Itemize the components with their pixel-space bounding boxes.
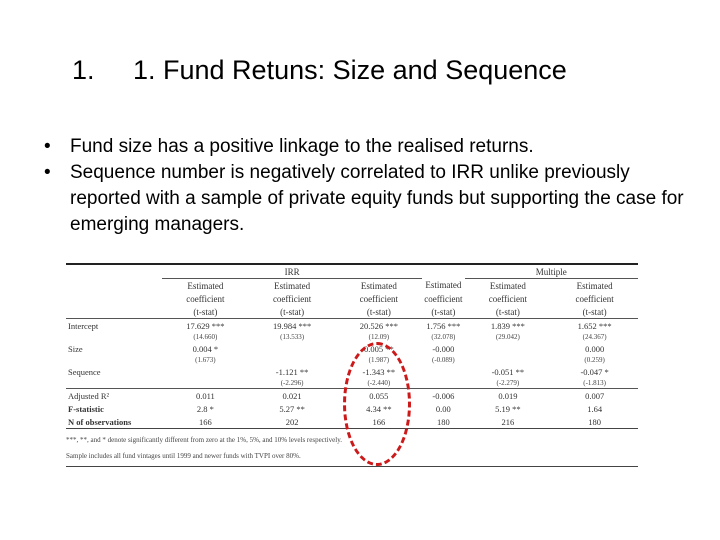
stat-cell: 0.019 (464, 388, 552, 402)
stat-cell: 0.021 (248, 388, 336, 402)
title-number: 1. (72, 55, 95, 85)
stat-cell: 180 (551, 415, 638, 429)
coef-cell: 20.526 *** (335, 318, 423, 332)
tstat-cell (465, 355, 552, 365)
row-label: F-statistic (68, 403, 104, 414)
empty-header-cell (66, 279, 162, 293)
stat-cell: 5.19 ** (495, 403, 521, 414)
empty-header-cell (66, 264, 162, 279)
column-header: Estimated (425, 280, 462, 291)
coef-cell (162, 365, 249, 378)
coef-cell (422, 365, 464, 378)
table-notes: ***, **, and * denote significantly diff… (66, 432, 638, 464)
column-header: coefficient (186, 293, 225, 304)
column-header: coefficient (424, 293, 463, 304)
highlight-circle (343, 342, 411, 466)
bullet-dot: • (44, 162, 51, 183)
tstat-cell: (13.533) (280, 333, 305, 341)
regression-table: IRR Multiple Estimated Estimated Estimat… (66, 263, 638, 498)
stat-cell: 5.27 ** (279, 403, 305, 414)
column-header: (t-stat) (431, 306, 456, 317)
column-header: (t-stat) (495, 306, 520, 317)
coef-cell: 1.839 *** (464, 318, 552, 332)
column-header: coefficient (575, 293, 614, 304)
table-note: Sample includes all fund vintages until … (66, 452, 301, 460)
tstat-cell: (0.259) (584, 356, 605, 364)
column-header: Estimated (489, 280, 526, 291)
slide-title-bar: 1. 1. Fund Retuns: Size and Sequence (0, 52, 720, 88)
bullet-text: Sequence number is negatively correlated… (70, 162, 684, 235)
coef-cell (249, 342, 336, 355)
irr-group-header: IRR (162, 264, 423, 279)
bullet-dot: • (44, 136, 51, 157)
row-label: Sequence (68, 366, 101, 377)
tstat-cell: (24.367) (582, 333, 607, 341)
coef-cell: -0.051 ** (491, 366, 525, 377)
gap-cell (422, 264, 464, 279)
stat-cell: 0.007 (551, 388, 638, 402)
row-label: Size (68, 343, 83, 354)
column-header: (t-stat) (193, 306, 218, 317)
column-header: coefficient (359, 293, 398, 304)
column-header: Estimated (360, 280, 397, 291)
tstat-cell: (-0.089) (431, 356, 455, 364)
column-header: Estimated (274, 280, 311, 291)
table-note: ***, **, and * denote significantly diff… (66, 436, 343, 444)
column-header: (t-stat) (366, 306, 391, 317)
stat-cell: 216 (464, 415, 552, 429)
coef-cell: 1.652 *** (551, 318, 638, 332)
tstat-cell: (-2.296) (280, 379, 304, 387)
coef-cell: -1.121 ** (275, 366, 309, 377)
results-table: IRR Multiple Estimated Estimated Estimat… (66, 263, 638, 429)
stat-cell: 166 (162, 415, 249, 429)
stat-cell: 0.011 (162, 388, 249, 402)
column-header: Estimated (576, 280, 613, 291)
stat-cell: 0.00 (435, 403, 451, 414)
tstat-cell: (14.660) (193, 333, 218, 341)
tstat-cell: (32.078) (431, 333, 456, 341)
column-header: (t-stat) (582, 306, 607, 317)
coef-cell (465, 342, 552, 355)
coef-cell: 19.984 *** (248, 318, 336, 332)
coef-cell: 0.000 (585, 343, 605, 354)
bullet-list: • Fund size has a positive linkage to th… (44, 134, 694, 238)
column-header: Estimated (187, 280, 224, 291)
tstat-cell: (-2.279) (496, 379, 520, 387)
stat-cell: 2.8 * (196, 403, 214, 414)
tstat-cell: (29.042) (495, 333, 520, 341)
tstat-cell: (1.673) (195, 356, 216, 364)
empty-header-cell (66, 292, 162, 305)
column-header: coefficient (272, 293, 312, 304)
stat-cell: 180 (422, 415, 465, 429)
column-header: (t-stat) (280, 306, 305, 317)
tstat-cell: (-1.813) (583, 379, 606, 387)
multiple-group-header: Multiple (464, 264, 638, 279)
table-bottom-rule (66, 466, 638, 467)
empty-header-cell (66, 305, 162, 319)
bullet-item: • Sequence number is negatively correlat… (44, 160, 694, 238)
empty-cell (66, 355, 162, 365)
tstat-cell (249, 355, 336, 365)
row-label: Adjusted R² (66, 388, 162, 402)
coef-cell: 17.629 *** (162, 318, 249, 332)
bullet-item: • Fund size has a positive linkage to th… (44, 134, 694, 160)
empty-cell (66, 332, 162, 342)
slide-title: 1. Fund Retuns: Size and Sequence (133, 55, 567, 85)
tstat-cell (162, 378, 249, 389)
coef-cell: -0.000 (432, 343, 455, 354)
row-label: N of observations (66, 415, 162, 429)
stat-cell: -0.006 (422, 388, 465, 402)
column-header: coefficient (488, 293, 528, 304)
tstat-cell: (12.09) (368, 333, 390, 341)
empty-cell (66, 378, 162, 389)
bullet-text: Fund size has a positive linkage to the … (70, 136, 534, 157)
coef-cell: 1.756 *** (422, 318, 465, 332)
tstat-cell (422, 378, 464, 389)
stat-cell: 202 (248, 415, 336, 429)
coef-cell: 0.004 * (192, 343, 219, 354)
coef-cell: -0.047 * (580, 366, 609, 377)
stat-cell: 1.64 (587, 403, 603, 414)
row-label: Intercept (66, 318, 162, 332)
